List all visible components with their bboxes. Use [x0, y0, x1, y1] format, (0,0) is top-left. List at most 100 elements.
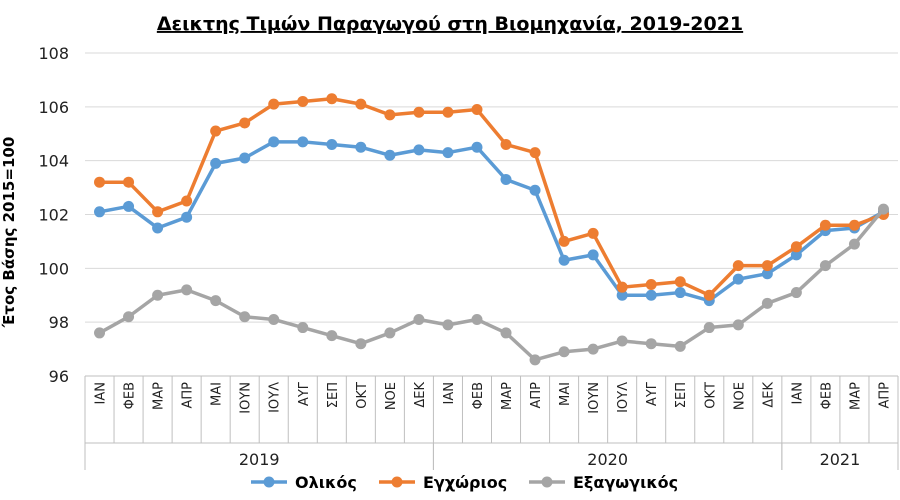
data-point	[877, 203, 889, 215]
legend-marker	[391, 476, 403, 488]
data-point	[210, 157, 222, 169]
series-Εξαγωγικός	[94, 203, 889, 366]
data-point	[384, 109, 396, 121]
data-point	[790, 249, 802, 261]
data-point	[848, 238, 860, 250]
series-line	[98, 208, 885, 362]
data-point	[645, 278, 657, 290]
data-point	[181, 195, 193, 207]
series-Εγχώριος	[94, 93, 889, 301]
year-group-label: 2020	[587, 450, 628, 469]
x-tick-label: ΜΑΡ	[848, 382, 863, 410]
x-tick-label: ΙΟΥΝ	[239, 382, 254, 414]
data-point	[123, 176, 135, 188]
x-tick-label: ΜΑΡ	[500, 382, 515, 410]
x-tick-label: ΜΑΙ	[210, 382, 225, 406]
y-tick-label: 102	[38, 206, 69, 225]
data-point	[384, 149, 396, 161]
data-point	[297, 95, 309, 107]
data-point	[761, 268, 773, 280]
legend: Ολικός Εγχώριος Εξαγωγικός	[251, 473, 678, 492]
data-point	[500, 174, 512, 186]
data-point	[94, 327, 106, 339]
x-tick-label: ΦΕΒ	[471, 382, 486, 409]
x-tick-label: ΦΕΒ	[123, 382, 138, 409]
x-tick-label: ΦΕΒ	[819, 382, 834, 409]
x-tick-label: ΑΥΓ	[297, 381, 312, 406]
data-point	[616, 281, 628, 293]
chart-title: Δεικτης Τιμών Παραγωγού στη Βιομηχανία, …	[157, 13, 743, 35]
data-point	[616, 335, 628, 347]
data-point	[500, 327, 512, 339]
series-line	[99, 140, 885, 303]
data-point	[761, 297, 773, 309]
data-point	[123, 311, 135, 323]
data-point	[326, 93, 338, 105]
data-point	[674, 340, 686, 352]
data-point	[239, 152, 251, 164]
x-tick-label: ΑΥΓ	[645, 381, 660, 406]
data-point	[471, 141, 483, 153]
x-tick-label: ΟΚΤ	[703, 382, 718, 409]
data-point	[442, 319, 454, 331]
data-point	[355, 338, 367, 350]
data-point	[355, 98, 367, 110]
year-group-label: 2021	[820, 450, 861, 469]
data-point	[674, 287, 686, 299]
x-tick-label: ΙΟΥΛ	[616, 382, 631, 413]
data-point	[326, 139, 338, 151]
y-axis-label: Έτος Βάσης 2015=100	[0, 137, 18, 329]
data-point	[181, 284, 193, 296]
data-point	[732, 273, 744, 285]
data-point	[703, 322, 715, 334]
data-point	[471, 313, 483, 325]
data-point	[239, 117, 251, 129]
legend-entry: Εγχώριος	[379, 473, 507, 492]
data-point	[442, 147, 454, 159]
data-point	[152, 289, 164, 301]
x-tick-label: ΣΕΠ	[326, 382, 341, 408]
data-point	[558, 235, 570, 247]
data-point	[297, 322, 309, 334]
legend-entry: Εξαγωγικός	[529, 473, 678, 492]
data-point	[587, 249, 599, 261]
axes: 96 98 100 102 104 106 108 ΙΑΝ ΦΕΒ ΜΑΡ ΑΠΡ ΜΑΙ ΙΟΥΝ ΙΟ…	[38, 44, 899, 470]
x-tick-label: ΑΠΡ	[877, 382, 892, 409]
data-point	[558, 254, 570, 266]
series-Ολικός	[94, 136, 889, 307]
data-point	[413, 106, 425, 118]
data-point	[413, 313, 425, 325]
series-line	[99, 97, 885, 297]
data-point	[732, 319, 744, 331]
data-point	[703, 289, 715, 301]
data-point	[355, 141, 367, 153]
x-tick-label: ΝΟΕ	[732, 382, 747, 410]
x-tick-label: ΝΟΕ	[384, 382, 399, 410]
data-point	[529, 354, 541, 366]
x-tick-label: ΑΠΡ	[529, 382, 544, 409]
x-tick-label: ΔΕΚ	[413, 382, 428, 408]
data-point	[268, 136, 280, 148]
x-tick-label: ΙΟΥΛ	[268, 382, 283, 413]
data-point	[94, 206, 106, 218]
data-point	[645, 338, 657, 350]
data-point	[790, 241, 802, 253]
legend-entry: Ολικός	[251, 473, 357, 492]
legend-marker	[263, 476, 275, 488]
data-point	[239, 311, 251, 323]
legend-label: Εγχώριος	[423, 473, 507, 492]
data-point	[645, 289, 657, 301]
y-tick-label: 96	[49, 367, 69, 386]
x-tick-label: ΙΑΝ	[442, 382, 457, 404]
data-point	[529, 147, 541, 159]
x-tick-label: ΙΑΝ	[94, 382, 109, 404]
data-point	[442, 106, 454, 118]
y-tick-label: 104	[38, 152, 69, 171]
data-point	[152, 206, 164, 218]
legend-label: Εξαγωγικός	[573, 473, 678, 492]
legend-label: Ολικός	[295, 473, 357, 492]
year-group-label: 2019	[239, 450, 280, 469]
data-point	[790, 287, 802, 299]
data-point	[471, 104, 483, 116]
data-point	[123, 200, 135, 212]
